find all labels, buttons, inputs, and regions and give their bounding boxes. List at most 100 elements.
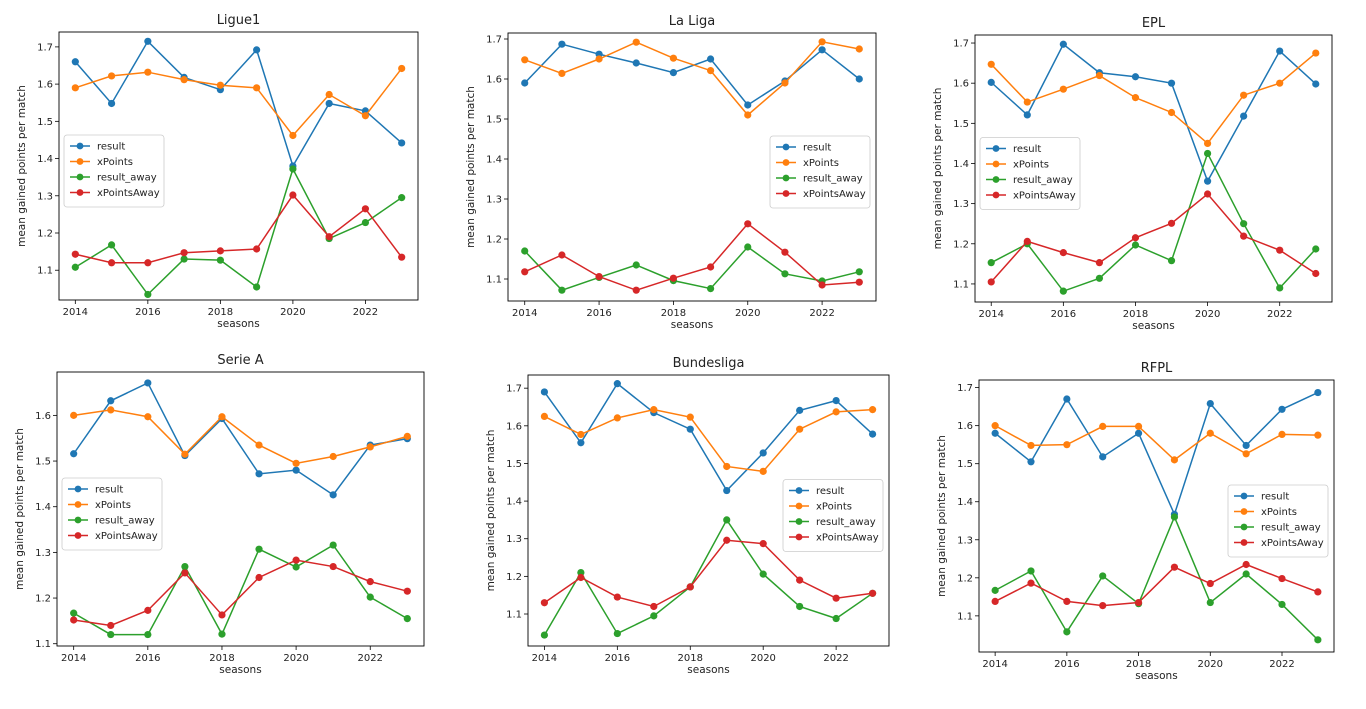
y-tick-label: 1.3 — [953, 199, 969, 210]
data-point — [70, 609, 78, 617]
data-point — [216, 81, 224, 89]
legend: result xPoints result_away xPointsAway — [769, 135, 871, 209]
x-tick-label: 2014 — [63, 307, 88, 318]
legend: result xPoints result_away xPointsAway — [63, 134, 165, 208]
data-point — [832, 408, 840, 416]
data-point — [868, 406, 877, 414]
data-point — [1131, 234, 1140, 242]
data-point — [595, 273, 603, 281]
series-line — [543, 518, 874, 636]
data-point — [366, 593, 374, 601]
y-tick-label: 1.5 — [37, 117, 53, 128]
data-point — [1312, 269, 1320, 278]
x-tick-label: 2022 — [353, 307, 378, 318]
y-tick-label: 1.1 — [957, 611, 973, 622]
y-axis-label: mean gained points per match — [14, 428, 26, 590]
legend-marker — [74, 501, 82, 508]
data-point — [1099, 422, 1107, 431]
data-point — [577, 573, 585, 582]
data-point — [325, 233, 333, 241]
y-tick-label: 1.6 — [957, 421, 973, 432]
data-point — [403, 432, 411, 440]
series-line — [74, 40, 403, 168]
data-point — [71, 58, 79, 66]
legend-label: result — [816, 486, 844, 497]
legend-marker — [782, 143, 790, 151]
y-tick-label: 1.5 — [35, 457, 51, 468]
legend-label: xPointsAway — [95, 531, 158, 542]
data-point — [1240, 232, 1248, 240]
y-tick-label: 1.2 — [37, 229, 53, 240]
subplot-title: Serie A — [217, 353, 263, 368]
data-point — [1312, 49, 1320, 57]
data-point — [1242, 441, 1250, 450]
legend-marker — [1240, 523, 1248, 531]
y-tick-label: 1.3 — [37, 191, 53, 202]
axes-frame — [56, 371, 425, 647]
data-point — [991, 422, 999, 430]
x-tick-label: 2020 — [280, 307, 305, 318]
x-tick-label: 2018 — [208, 307, 233, 318]
series-line — [543, 382, 874, 492]
data-point — [144, 630, 152, 639]
data-point — [540, 631, 549, 639]
x-tick-label: 2014 — [512, 308, 537, 319]
data-point — [398, 64, 406, 73]
data-point — [366, 443, 374, 451]
data-point — [744, 101, 752, 109]
data-point — [1131, 241, 1140, 249]
data-point — [1312, 80, 1320, 88]
x-tick-label: 2016 — [605, 653, 630, 664]
x-tick-label: 2020 — [750, 653, 775, 664]
series-line — [544, 408, 873, 473]
data-point — [216, 256, 224, 264]
data-point — [398, 194, 406, 202]
legend: result xPoints result_away xPointsAway — [979, 137, 1081, 210]
x-tick-label: 2022 — [809, 308, 834, 319]
legend-marker — [76, 142, 84, 150]
data-point — [1095, 274, 1104, 282]
series-xpoints — [540, 406, 877, 475]
data-point — [255, 545, 263, 553]
data-point — [181, 562, 189, 571]
legend-label: result_away — [1261, 523, 1321, 534]
data-point — [289, 165, 297, 173]
data-point — [1167, 257, 1176, 265]
data-point — [744, 111, 752, 119]
x-tick-label: 2022 — [358, 653, 383, 664]
subplot-bundesliga: Bundesliga 2014 2016 2018 2020 2022 1.1 1.2 1.3 1… — [485, 356, 890, 676]
y-tick-label: 1.1 — [486, 275, 502, 286]
legend-label: result_away — [97, 173, 157, 184]
data-point — [1063, 597, 1071, 606]
legend-box — [1227, 484, 1329, 558]
y-tick-label: 1.6 — [37, 80, 53, 91]
y-axis-label: mean gained points per match — [936, 435, 948, 597]
series-line — [73, 381, 408, 496]
data-point — [181, 569, 189, 577]
data-point — [325, 90, 333, 99]
data-point — [1276, 284, 1284, 292]
series-xpointsaway — [71, 191, 406, 267]
axes-frame — [527, 374, 890, 647]
series-xpointsaway — [991, 560, 1322, 610]
series-xpoints — [521, 38, 863, 119]
data-point — [329, 541, 337, 549]
legend-marker — [76, 173, 84, 181]
legend-label: xPointsAway — [816, 533, 879, 544]
data-point — [669, 54, 678, 62]
data-point — [744, 220, 752, 228]
data-point — [577, 439, 585, 447]
data-point — [144, 606, 152, 614]
data-point — [398, 253, 406, 261]
series-line — [73, 559, 408, 627]
data-point — [706, 67, 715, 75]
legend-marker — [795, 533, 803, 541]
data-point — [292, 556, 300, 564]
data-point — [991, 586, 999, 594]
y-axis-label: mean gained points per match — [932, 88, 944, 250]
legend-marker — [782, 159, 790, 166]
data-point — [781, 79, 789, 87]
data-point — [650, 406, 658, 414]
legend-label: result_away — [1013, 175, 1073, 186]
data-point — [144, 290, 152, 299]
